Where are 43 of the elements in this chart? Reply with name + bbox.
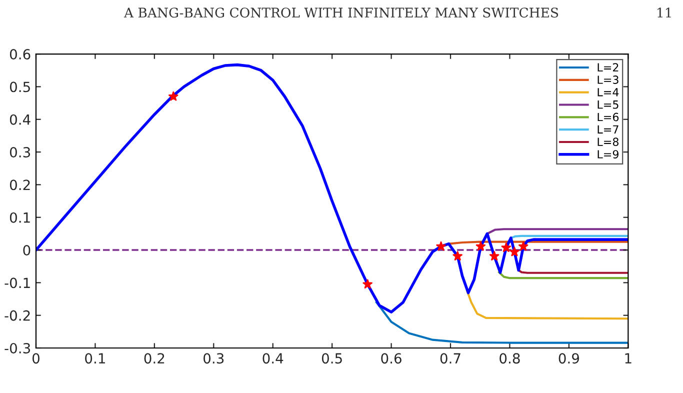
point: [452, 251, 462, 260]
text: 11: [658, 8, 671, 18]
legend-label: L=8: [598, 138, 619, 146]
y-tick-label: 0.5: [10, 82, 30, 92]
y-tick-label: 0.6: [10, 49, 30, 60]
point: [436, 241, 446, 251]
y-tick-label: -0.3: [4, 342, 30, 354]
legend-label: L=7: [598, 125, 618, 134]
point: [510, 246, 520, 256]
point: [501, 242, 512, 252]
y-tick-label: -0.2: [4, 310, 30, 321]
text: A BANG-BANG CONTROL WITH INFINITELY MANY SWITCHES: [124, 8, 558, 18]
x-tick-label: 0.7: [440, 353, 460, 364]
x-tick-label: 1: [625, 353, 632, 364]
y-tick-label: 0.4: [10, 114, 30, 125]
legend-label: L=3: [598, 76, 618, 84]
line-series: [375, 301, 628, 344]
line-series: [466, 290, 628, 320]
point: [362, 279, 372, 289]
y-tick-label: -0.1: [4, 278, 30, 288]
y-tick-label: 0.1: [10, 212, 30, 223]
x-tick-label: 0.4: [262, 353, 284, 364]
x-tick-label: 0.6: [381, 353, 402, 364]
point: [518, 241, 528, 251]
x-tick-label: 0.3: [204, 353, 224, 364]
legend-label: L=9: [598, 150, 618, 158]
legend-label: L=6: [598, 112, 619, 122]
y-tick-label: 0: [23, 244, 30, 256]
legend-label: L=2: [598, 63, 618, 72]
line-series: [36, 63, 628, 314]
point: [168, 91, 178, 101]
point: [489, 251, 500, 260]
point: [476, 241, 486, 251]
x-tick-label: 0: [32, 353, 40, 364]
x-tick-label: 0.8: [500, 353, 520, 364]
y-tick-label: 0.3: [10, 146, 30, 158]
legend-label: L=4: [598, 88, 619, 96]
x-tick-label: 0.5: [322, 353, 342, 364]
x-tick-label: 0.9: [558, 353, 580, 364]
legend-label: L=5: [598, 100, 618, 109]
x-tick-label: 0.1: [85, 353, 105, 364]
y-tick-label: 0.2: [10, 180, 30, 190]
x-tick-label: 0.2: [144, 353, 164, 364]
